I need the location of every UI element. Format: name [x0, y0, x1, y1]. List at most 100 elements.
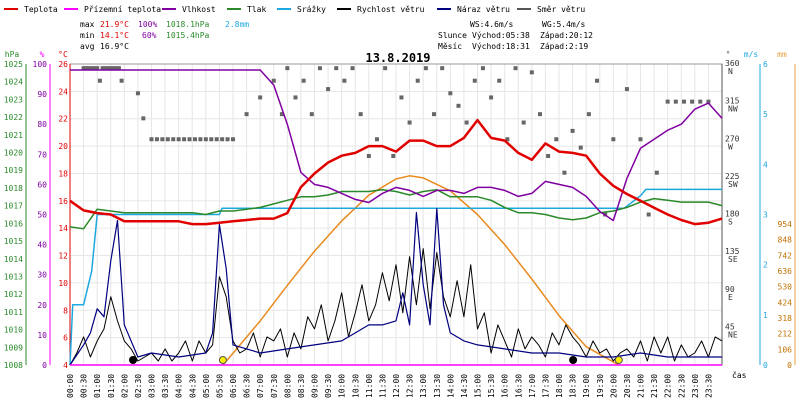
legend-item-4: Srážky [277, 5, 326, 14]
ms-tick: 6 [763, 60, 768, 69]
temp-tick: 10 [58, 279, 68, 288]
dir-tick: 135 [725, 247, 740, 256]
wind-direction-point [279, 112, 284, 117]
sunrise-marker [218, 356, 227, 364]
temp-tick: 4 [63, 361, 68, 370]
wind-direction-point [108, 66, 113, 71]
wind-direction-point [114, 66, 119, 71]
wind-direction-point [334, 66, 339, 71]
time-tick: 13:30 [433, 374, 442, 398]
stat-avg-temp: 16.9°C [100, 42, 129, 51]
wind-direction-point [97, 78, 102, 83]
dir-compass: S [728, 218, 733, 227]
wind-direction-point [244, 112, 249, 117]
legend-item-6: Náraz větru [437, 5, 510, 14]
wind-direction-point [87, 66, 92, 71]
dir-tick: 360 [725, 59, 740, 68]
time-tick: 02:00 [120, 374, 129, 398]
hpa-axis-label: hPa [5, 50, 20, 59]
time-tick: 17:00 [528, 374, 537, 398]
time-tick: 21:30 [650, 374, 659, 398]
wind-direction-point [103, 66, 108, 71]
stat-moonset: Západ:2:19 [540, 42, 588, 51]
wind-direction-point [176, 137, 181, 142]
pct-axis-label: % [40, 50, 45, 59]
wind-gust-line [69, 207, 722, 366]
wind-direction-point [374, 137, 379, 142]
pct-tick: 30 [37, 271, 47, 280]
stat-min-label: min [80, 31, 95, 40]
time-tick: 16:00 [501, 374, 510, 398]
wind-direction-point [665, 99, 670, 104]
hpa-tick: 1008 [4, 361, 23, 370]
wind-direction-point [546, 153, 551, 158]
wind-direction-point [111, 66, 116, 71]
series [69, 66, 723, 366]
time-tick: 09:30 [324, 374, 333, 398]
wind-direction-point [681, 99, 686, 104]
wind-direction-point [187, 137, 192, 142]
time-tick: 15:00 [474, 374, 483, 398]
hpa-tick: 1022 [4, 113, 23, 122]
time-tick: 13:00 [419, 374, 428, 398]
time-tick: 09:00 [311, 374, 320, 398]
legend-item-2: Vlhkost [162, 5, 216, 14]
time-tick: 23:00 [691, 374, 700, 398]
wind-direction-point [611, 137, 616, 142]
wind-direction-point [399, 95, 404, 100]
time-tick: 17:30 [541, 374, 550, 398]
ms-tick: 0 [763, 361, 768, 370]
mm-tick: 106 [778, 345, 793, 354]
degc-axis-label: °C [58, 50, 68, 59]
stats-panel: max 21.9°C 100% 1018.1hPa 2.8mm min 14.1… [80, 20, 593, 51]
hpa-tick: 1017 [4, 202, 23, 211]
time-tick: 20:30 [623, 374, 632, 398]
legend-label: Rychlost větru [357, 5, 425, 14]
time-tick: 22:00 [664, 374, 673, 398]
wind-direction-point [203, 137, 208, 142]
wind-direction-point [432, 112, 437, 117]
sun-radiation-line [222, 175, 620, 366]
time-tick: 12:00 [392, 374, 401, 398]
pct-tick: 10 [37, 331, 47, 340]
wind-direction-point [646, 212, 651, 217]
wind-direction-point [595, 78, 600, 83]
wind-direction-point [698, 99, 703, 104]
time-tick: 04:00 [175, 374, 184, 398]
dir-tick: 315 [725, 97, 740, 106]
hpa-tick: 1012 [4, 290, 23, 299]
legend-label: Vlhkost [182, 5, 216, 14]
dir-tick: 180 [725, 210, 740, 219]
wind-direction-point [326, 87, 331, 92]
hpa-tick: 1021 [4, 131, 23, 140]
wind-direction-point [214, 137, 219, 142]
wind-direction-point [192, 137, 197, 142]
legend: Teplota Přízemní teplota Vlhkost Tlak Srážky… [4, 5, 585, 14]
wind-direction-point [258, 95, 263, 100]
pct-tick: 70 [37, 150, 47, 159]
hpa-tick: 1020 [4, 149, 23, 158]
time-tick: 01:00 [93, 374, 102, 398]
time-tick: 07:30 [270, 374, 279, 398]
time-tick: 07:00 [256, 374, 265, 398]
time-tick: 05:00 [202, 374, 211, 398]
temp-tick: 16 [58, 197, 68, 206]
time-tick: 08:00 [283, 374, 292, 398]
stat-wg: WG:5.4m/s [542, 20, 586, 29]
time-axis-label: čas [732, 370, 747, 380]
wind-direction-point [350, 66, 355, 71]
stat-min-hum: 60% [142, 31, 157, 40]
stat-sun-label: Slunce [438, 31, 467, 40]
wind-direction-point [293, 95, 298, 100]
ms-tick: 4 [763, 160, 768, 169]
wind-direction-point [654, 170, 659, 175]
wind-direction-point [81, 66, 86, 71]
time-tick: 22:30 [677, 374, 686, 398]
temp-tick: 12 [58, 252, 68, 261]
wind-direction-point [383, 66, 388, 71]
wind-direction-point [562, 170, 567, 175]
stat-max-temp: 21.9°C [100, 20, 129, 29]
mm-tick: 636 [778, 267, 793, 276]
mm-tick: 424 [778, 298, 793, 307]
time-tick: 14:00 [446, 374, 455, 398]
